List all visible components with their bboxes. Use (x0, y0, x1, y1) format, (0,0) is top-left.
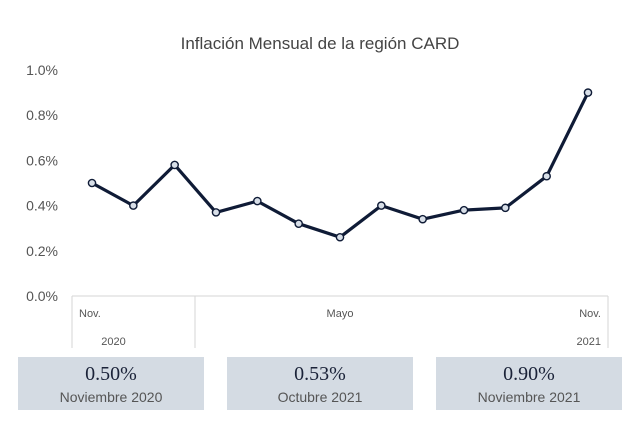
y-tick-label: 1.0% (26, 62, 58, 78)
y-tick-label: 0.2% (26, 243, 58, 259)
series-line (90, 90, 590, 239)
summary-card-nov-2021: 0.90% Noviembre 2021 (436, 357, 622, 410)
summary-card-label: Noviembre 2021 (477, 389, 581, 405)
y-tick-label: 0.0% (26, 288, 58, 304)
data-point (583, 88, 593, 97)
data-point (211, 208, 221, 217)
y-tick-label: 0.8% (26, 107, 58, 123)
x-year-label: 2020 (101, 336, 125, 348)
summary-cards: 0.50% Noviembre 2020 0.53% Octubre 2021 … (18, 357, 622, 410)
data-point (377, 201, 386, 210)
summary-card-label: Octubre 2021 (277, 389, 363, 405)
y-tick-label: 0.4% (26, 198, 58, 214)
summary-card-value: 0.90% (503, 363, 555, 385)
data-point (335, 232, 345, 242)
data-point (87, 178, 97, 188)
chart-title: Inflación Mensual de la región CARD (181, 34, 460, 53)
data-point (459, 205, 469, 215)
summary-card-value: 0.53% (294, 363, 346, 385)
data-point (501, 203, 510, 213)
data-point (129, 201, 138, 210)
line-chart: Inflación Mensual de la región CARD 0.0%… (26, 34, 609, 348)
y-tick-label: 0.6% (26, 152, 58, 168)
x-category-label: Mayo (327, 308, 354, 320)
data-point (418, 214, 427, 224)
summary-card-oct-2021: 0.53% Octubre 2021 (227, 357, 413, 410)
x-category-label: Nov. (579, 308, 601, 320)
data-point (253, 196, 262, 206)
summary-card-value: 0.50% (85, 363, 137, 385)
data-point (170, 160, 179, 170)
summary-card-nov-2020: 0.50% Noviembre 2020 (18, 357, 204, 410)
data-point (542, 171, 551, 181)
x-year-label: 2021 (577, 336, 601, 348)
data-point (294, 219, 303, 228)
summary-card-label: Noviembre 2020 (59, 389, 163, 405)
x-category-label: Nov. (79, 308, 101, 320)
